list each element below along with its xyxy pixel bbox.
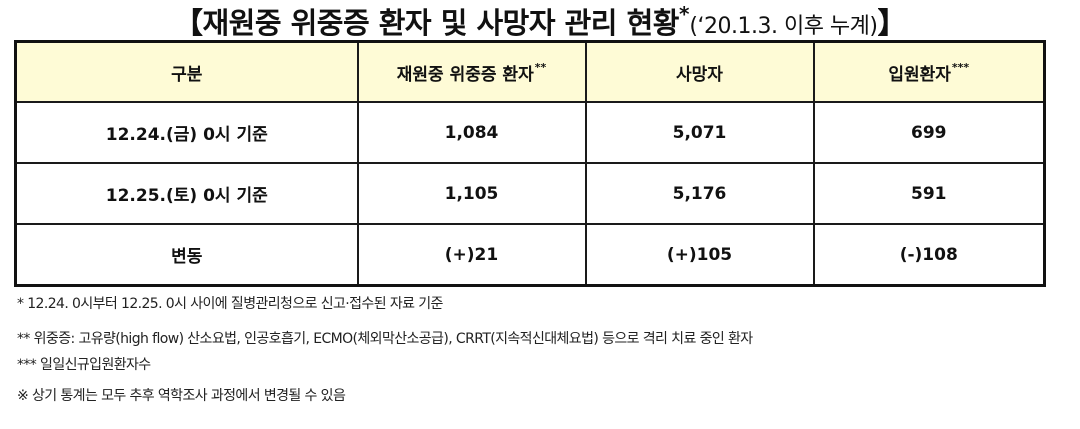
page-title: 【재원중 위중증 환자 및 사망자 관리 현황*(‘20.1.3. 이후 누계)… (0, 0, 1080, 40)
row-label: 12.25.(토) 0시 기준 (14, 162, 359, 225)
row-label: 12.24.(금) 0시 기준 (14, 101, 359, 164)
title-subtitle: (‘20.1.3. 이후 누계) (689, 14, 878, 39)
header-critical-footnote: ** (534, 60, 547, 74)
header-deaths: 사망자 (584, 40, 815, 103)
cell-deaths: 5,176 (584, 162, 815, 225)
cell-deaths: (+)105 (584, 223, 815, 287)
row-label: 변동 (14, 223, 359, 287)
footnote-critical-definition: ** 위중증: 고유량(high flow) 산소요법, 인공호흡기, ECMO… (17, 331, 753, 347)
header-admitted-footnote: *** (951, 60, 970, 74)
title-close-bracket: 】 (877, 6, 907, 40)
header-category: 구분 (14, 40, 359, 103)
cell-deaths: 5,071 (584, 101, 815, 164)
footnote-admitted-definition: *** 일일신규입원환자수 (17, 357, 151, 373)
cell-critical: 1,105 (356, 162, 587, 225)
status-table: 구분 재원중 위중증 환자** 사망자 입원환자*** 12.24.(금) 0시… (14, 40, 1046, 287)
cell-admitted: 699 (812, 101, 1046, 164)
cell-critical: (+)21 (356, 223, 587, 287)
table-row: 12.25.(토) 0시 기준 1,105 5,176 591 (14, 162, 1046, 225)
footnote-reporting-period: * 12.24. 0시부터 12.25. 0시 사이에 질병관리청으로 신고·접… (17, 296, 443, 312)
header-critical-patients: 재원중 위중증 환자** (356, 40, 587, 103)
cell-admitted: (-)108 (812, 223, 1046, 287)
table-row: 12.24.(금) 0시 기준 1,084 5,071 699 (14, 101, 1046, 164)
table-header-row: 구분 재원중 위중증 환자** 사망자 입원환자*** (14, 40, 1046, 103)
cell-critical: 1,084 (356, 101, 587, 164)
footnote-disclaimer: ※ 상기 통계는 모두 추후 역학조사 과정에서 변경될 수 있음 (17, 388, 346, 404)
title-footnote-star: * (678, 2, 690, 26)
header-admitted: 입원환자*** (812, 40, 1046, 103)
title-main: 【재원중 위중증 환자 및 사망자 관리 현황 (173, 6, 679, 40)
cell-admitted: 591 (812, 162, 1046, 225)
table-row-change: 변동 (+)21 (+)105 (-)108 (14, 223, 1046, 287)
